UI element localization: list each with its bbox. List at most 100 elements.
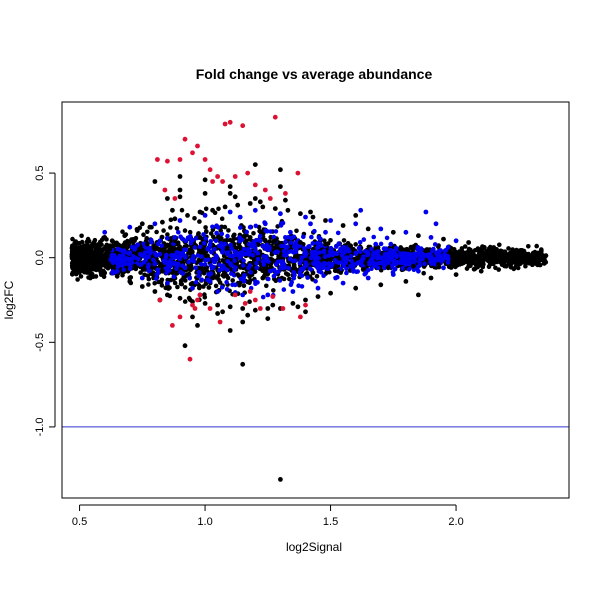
cloud-point-blue bbox=[415, 247, 420, 252]
data-point bbox=[172, 196, 178, 201]
cloud-point bbox=[172, 280, 178, 286]
cloud-point-blue bbox=[263, 228, 269, 233]
data-point bbox=[247, 289, 253, 294]
cloud-point bbox=[469, 261, 474, 266]
cloud-point-blue bbox=[273, 229, 279, 234]
cloud-point-blue bbox=[164, 252, 169, 258]
cloud-point-blue bbox=[343, 247, 348, 252]
cloud-point bbox=[110, 265, 115, 271]
data-point bbox=[177, 157, 183, 162]
cloud-point bbox=[537, 251, 542, 257]
data-point bbox=[139, 284, 145, 289]
cloud-point-blue bbox=[241, 278, 247, 284]
cloud-point-blue bbox=[135, 242, 140, 247]
cloud-point-blue bbox=[172, 253, 177, 258]
data-point bbox=[207, 279, 213, 284]
cloud-point bbox=[451, 247, 457, 252]
data-point bbox=[390, 272, 396, 277]
cloud-point-blue bbox=[255, 256, 261, 262]
cloud-point-blue bbox=[310, 241, 316, 246]
cloud-point-blue bbox=[219, 231, 225, 237]
cloud-point-blue bbox=[254, 261, 259, 266]
data-point bbox=[177, 174, 183, 179]
data-point bbox=[340, 280, 346, 286]
cloud-point bbox=[248, 278, 253, 283]
cloud-point-blue bbox=[121, 248, 127, 253]
cloud-point bbox=[192, 216, 197, 221]
data-point bbox=[155, 157, 160, 162]
data-point bbox=[97, 243, 102, 249]
cloud-point bbox=[219, 216, 225, 221]
data-point bbox=[235, 202, 241, 208]
cloud-point bbox=[70, 236, 75, 242]
x-tick-label: 1.5 bbox=[323, 516, 338, 528]
cloud-point bbox=[271, 288, 276, 293]
y-tick-label: 0.5 bbox=[34, 165, 46, 180]
cloud-point-blue bbox=[120, 263, 125, 268]
data-point bbox=[353, 221, 359, 227]
data-point bbox=[84, 246, 90, 252]
cloud-point-blue bbox=[171, 274, 177, 280]
data-point bbox=[222, 241, 228, 247]
data-point bbox=[202, 191, 208, 196]
cloud-point-blue bbox=[278, 221, 284, 227]
data-point bbox=[313, 258, 318, 264]
cloud-point-blue bbox=[159, 243, 164, 248]
data-point bbox=[190, 302, 195, 308]
cloud-point-blue bbox=[382, 265, 388, 271]
cloud-point-blue bbox=[217, 267, 222, 273]
cloud-point-blue bbox=[142, 250, 148, 255]
cloud-point-blue bbox=[375, 265, 381, 271]
data-point bbox=[466, 240, 471, 245]
cloud-point bbox=[95, 251, 100, 256]
data-point bbox=[453, 272, 459, 277]
data-point bbox=[102, 270, 108, 276]
cloud-point-blue bbox=[212, 259, 217, 265]
data-point bbox=[348, 263, 353, 269]
cloud-point-blue bbox=[208, 239, 213, 244]
data-point bbox=[202, 301, 208, 306]
cloud-point-blue bbox=[241, 251, 246, 257]
cloud-point-blue bbox=[110, 254, 116, 260]
cloud-point-blue bbox=[413, 252, 419, 258]
data-point bbox=[247, 201, 253, 206]
data-point bbox=[197, 209, 203, 215]
data-point bbox=[252, 162, 258, 168]
cloud-point bbox=[152, 280, 157, 286]
data-point bbox=[423, 209, 429, 215]
cloud-point bbox=[216, 206, 221, 212]
data-point bbox=[170, 323, 175, 328]
data-point bbox=[290, 301, 296, 306]
data-point bbox=[278, 211, 283, 217]
cloud-point bbox=[291, 262, 297, 268]
cloud-point bbox=[267, 239, 273, 244]
data-point bbox=[210, 207, 216, 213]
data-point bbox=[139, 221, 145, 227]
cloud-point bbox=[328, 238, 333, 243]
data-point bbox=[227, 184, 233, 190]
cloud-point-blue bbox=[220, 250, 225, 255]
cloud-point bbox=[424, 258, 429, 263]
data-point bbox=[285, 207, 291, 213]
cloud-point bbox=[230, 278, 235, 283]
cloud-point-blue bbox=[371, 250, 376, 256]
data-point bbox=[267, 268, 273, 274]
x-tick-label: 0.5 bbox=[72, 516, 87, 528]
cloud-point bbox=[465, 260, 470, 265]
cloud-point-blue bbox=[316, 269, 322, 274]
cloud-point-blue bbox=[188, 234, 193, 239]
data-point bbox=[247, 235, 253, 240]
cloud-point-blue bbox=[429, 261, 434, 266]
data-point bbox=[373, 245, 379, 250]
x-axis: 0.5 1.0 1.5 2.0 bbox=[72, 504, 464, 528]
cloud-point bbox=[201, 284, 206, 289]
cloud-point-blue bbox=[355, 269, 361, 274]
cloud-point bbox=[125, 240, 130, 245]
data-point bbox=[310, 270, 316, 276]
data-point bbox=[441, 236, 446, 242]
cloud-point bbox=[120, 272, 125, 278]
cloud-point-blue bbox=[322, 254, 328, 259]
data-point bbox=[298, 240, 303, 245]
cloud-point bbox=[76, 248, 81, 254]
